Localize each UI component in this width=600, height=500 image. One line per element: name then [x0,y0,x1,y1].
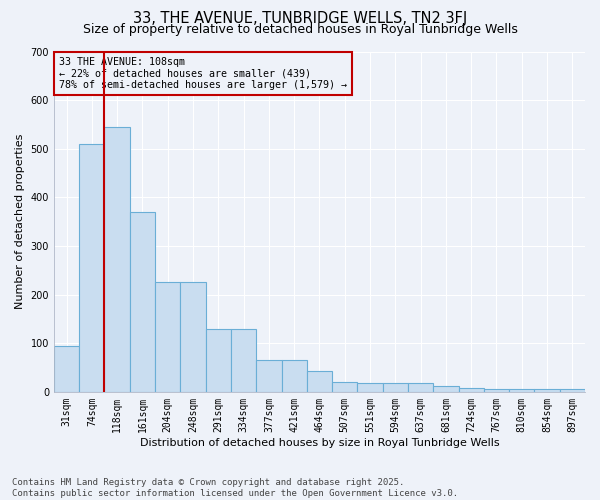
Bar [433,386,458,392]
Bar [231,328,256,392]
Text: Contains HM Land Registry data © Crown copyright and database right 2025.
Contai: Contains HM Land Registry data © Crown c… [12,478,458,498]
Bar [535,390,560,392]
Bar [408,383,433,392]
Bar [484,390,509,392]
Text: 33, THE AVENUE, TUNBRIDGE WELLS, TN2 3FJ: 33, THE AVENUE, TUNBRIDGE WELLS, TN2 3FJ [133,11,467,26]
Bar [307,372,332,392]
Bar [509,390,535,392]
Bar [256,360,281,392]
Bar [560,390,585,392]
Bar [358,383,383,392]
Text: 33 THE AVENUE: 108sqm
← 22% of detached houses are smaller (439)
78% of semi-det: 33 THE AVENUE: 108sqm ← 22% of detached … [59,56,347,90]
Bar [206,328,231,392]
Bar [332,382,358,392]
Bar [79,144,104,392]
Bar [383,383,408,392]
Bar [458,388,484,392]
Bar [54,346,79,392]
Bar [181,282,206,392]
Bar [130,212,155,392]
Bar [104,127,130,392]
Bar [281,360,307,392]
Bar [155,282,181,392]
X-axis label: Distribution of detached houses by size in Royal Tunbridge Wells: Distribution of detached houses by size … [140,438,499,448]
Y-axis label: Number of detached properties: Number of detached properties [15,134,25,310]
Text: Size of property relative to detached houses in Royal Tunbridge Wells: Size of property relative to detached ho… [83,22,517,36]
